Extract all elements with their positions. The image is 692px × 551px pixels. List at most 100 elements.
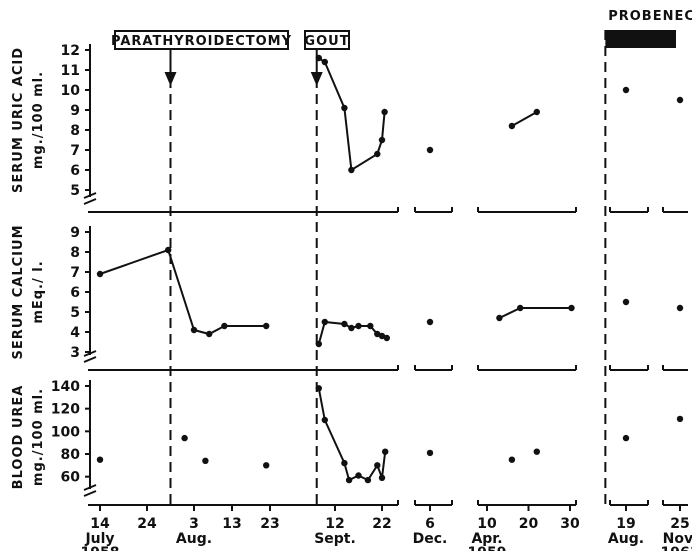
calcium-data-point <box>191 327 197 333</box>
calcium-data-point <box>367 323 373 329</box>
calcium-ytick-label: 9 <box>70 225 80 241</box>
urea-data-point <box>534 449 540 455</box>
uric-series-line <box>512 112 537 126</box>
event-lines <box>165 30 677 505</box>
uric-axis-break <box>84 193 96 204</box>
x-tick-sublabel: 1959 <box>468 545 507 551</box>
x-tick-sublabel: Aug. <box>176 531 212 547</box>
chart-series <box>97 55 683 484</box>
calcium-data-point <box>517 305 523 311</box>
urea-data-point <box>509 457 515 463</box>
urea-data-point <box>623 435 629 441</box>
urea-data-point <box>202 458 208 464</box>
urea-ylabel: BLOOD UREA <box>11 385 26 490</box>
calcium-data-point <box>341 321 347 327</box>
x-tick-label: 20 <box>519 516 539 532</box>
uric-ytick-label: 11 <box>61 63 80 79</box>
calcium-data-point <box>427 319 433 325</box>
uric-ytick-label: 5 <box>70 183 80 199</box>
urea-data-point <box>316 385 322 391</box>
x-tick-label: 24 <box>137 516 157 532</box>
x-tick-sublabel: Aug. <box>608 531 644 547</box>
urea-data-point <box>322 417 328 423</box>
calcium-data-point <box>322 319 328 325</box>
urea-axis-break <box>84 485 96 496</box>
uric-data-point <box>348 167 354 173</box>
urea-data-point <box>341 460 347 466</box>
x-tick-label: 22 <box>372 516 391 532</box>
urea-data-point <box>263 462 269 468</box>
calcium-series-line <box>499 308 571 318</box>
uric-data-point <box>322 59 328 65</box>
uric-ylabel: SERUM URIC ACID <box>11 47 26 193</box>
uric-ytick-label: 8 <box>70 123 80 139</box>
urea-data-point <box>365 477 371 483</box>
uric-data-point <box>316 55 322 61</box>
urea-data-point <box>379 475 385 481</box>
urea-ytick-label: 100 <box>51 424 80 440</box>
urea-data-point <box>427 450 433 456</box>
uric-data-point <box>341 105 347 111</box>
x-tick-sublabel: 1958 <box>81 545 120 551</box>
urea-ytick-label: 60 <box>61 470 81 486</box>
urea-data-point <box>346 477 352 483</box>
uric-data-point <box>677 97 683 103</box>
urea-data-point <box>181 435 187 441</box>
uric-ytick-label: 9 <box>70 103 80 119</box>
calcium-data-point <box>496 315 502 321</box>
x-tick-label: 10 <box>477 516 497 532</box>
calcium-data-point <box>165 247 171 253</box>
x-tick-label: 6 <box>425 516 435 532</box>
calcium-data-point <box>221 323 227 329</box>
calcium-ytick-label: 8 <box>70 245 80 261</box>
probenecid-label: PROBENECID <box>608 9 692 24</box>
urea-ytick-label: 140 <box>51 379 80 395</box>
uric-data-point <box>381 109 387 115</box>
calcium-data-point <box>263 323 269 329</box>
x-tick-sublabel: Dec. <box>413 531 448 547</box>
x-tick-label: 19 <box>616 516 635 532</box>
gout-label: GOUT <box>304 34 349 49</box>
calcium-ytick-label: 3 <box>70 345 80 361</box>
x-tick-label: 23 <box>260 516 279 532</box>
calcium-data-point <box>97 271 103 277</box>
urea-data-point <box>355 472 361 478</box>
calcium-data-point <box>568 305 574 311</box>
gout-arrow <box>311 72 323 86</box>
uric-ylabel: mg./100 ml. <box>31 71 46 169</box>
calcium-ytick-label: 4 <box>70 325 80 341</box>
calcium-data-point <box>206 331 212 337</box>
x-tick-label: 13 <box>222 516 241 532</box>
x-tick-sublabel: 1961 <box>661 545 692 551</box>
urea-ytick-label: 120 <box>51 402 80 418</box>
uric-data-point <box>374 151 380 157</box>
parathyroidectomy-label: PARATHYROIDECTOMY <box>111 34 292 49</box>
x-tick-label: 30 <box>560 516 580 532</box>
uric-data-point <box>509 123 515 129</box>
urea-data-point <box>97 457 103 463</box>
urea-data-point <box>374 462 380 468</box>
x-tick-label: 25 <box>670 516 689 532</box>
urea-data-point <box>677 416 683 422</box>
urea-ylabel: mg./100 ml. <box>31 388 46 486</box>
uric-ytick-label: 7 <box>70 143 80 159</box>
chart-labels: 12 11 10 9 8 7 6 5 SERUM URIC ACID mg./100 ml. 9 8 7… <box>11 9 692 551</box>
calcium-data-point <box>348 325 354 331</box>
calcium-ytick-label: 5 <box>70 305 80 321</box>
urea-ytick-label: 80 <box>61 447 81 463</box>
calcium-data-point <box>384 335 390 341</box>
calcium-series-line <box>100 250 266 334</box>
probenecid-bar <box>605 30 676 48</box>
uric-data-point <box>379 137 385 143</box>
x-tick-label: 3 <box>189 516 199 532</box>
calcium-ylabel: mEq./ l. <box>31 260 46 323</box>
uric-data-point <box>534 109 540 115</box>
calcium-data-point <box>355 323 361 329</box>
calcium-ytick-label: 6 <box>70 285 80 301</box>
uric-data-point <box>427 147 433 153</box>
calcium-ytick-label: 7 <box>70 265 80 281</box>
calcium-data-point <box>677 305 683 311</box>
x-tick-label: 12 <box>325 516 344 532</box>
uric-data-point <box>623 87 629 93</box>
